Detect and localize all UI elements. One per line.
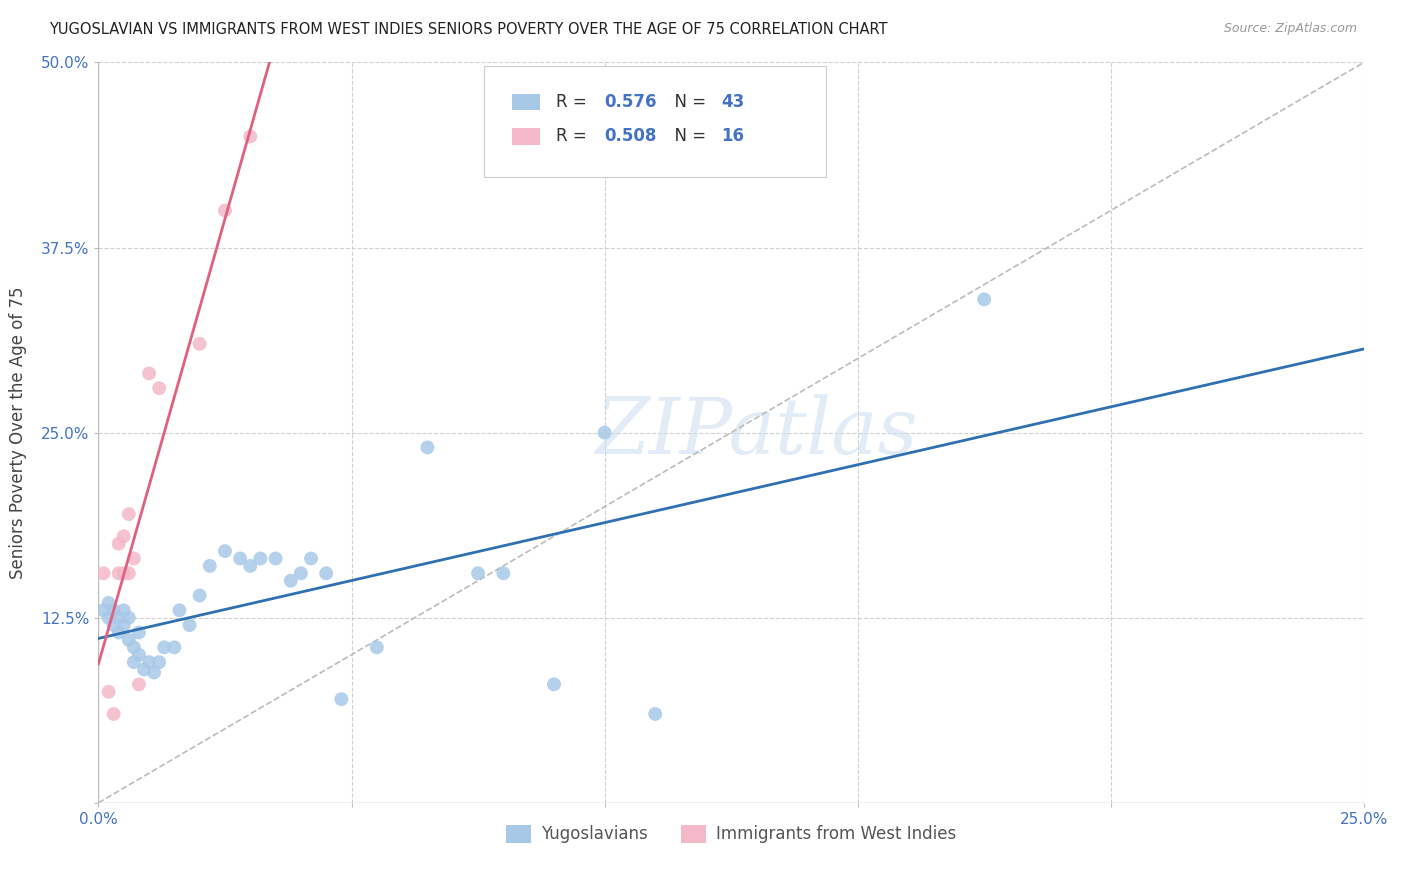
Point xyxy=(118,507,141,521)
Point xyxy=(112,566,135,581)
Point xyxy=(132,663,155,677)
Text: R =: R = xyxy=(557,93,592,111)
Point xyxy=(299,551,322,566)
FancyBboxPatch shape xyxy=(484,66,825,178)
Bar xyxy=(512,128,540,145)
Text: N =: N = xyxy=(664,128,711,145)
Point xyxy=(128,625,150,640)
Text: N =: N = xyxy=(664,93,711,111)
Point xyxy=(330,692,353,706)
Text: 43: 43 xyxy=(721,93,744,111)
Point xyxy=(973,293,995,307)
Point xyxy=(153,640,176,655)
Point xyxy=(280,574,302,588)
Point xyxy=(118,632,141,647)
Point xyxy=(107,566,129,581)
Point xyxy=(593,425,616,440)
Point xyxy=(138,655,160,669)
Point xyxy=(492,566,515,581)
Point xyxy=(467,566,489,581)
Point xyxy=(315,566,337,581)
Point xyxy=(97,596,120,610)
Point xyxy=(163,640,186,655)
Point xyxy=(188,589,211,603)
Point xyxy=(644,706,666,721)
Point xyxy=(214,203,236,218)
Point xyxy=(148,655,170,669)
Point xyxy=(290,566,312,581)
Point xyxy=(188,336,211,351)
Point xyxy=(93,566,115,581)
Point xyxy=(97,685,120,699)
Point xyxy=(198,558,221,573)
Y-axis label: Seniors Poverty Over the Age of 75: Seniors Poverty Over the Age of 75 xyxy=(8,286,27,579)
Text: 0.508: 0.508 xyxy=(605,128,657,145)
Point xyxy=(543,677,565,691)
Point xyxy=(97,610,120,624)
Point xyxy=(143,665,166,680)
Point xyxy=(112,618,135,632)
Point xyxy=(103,706,125,721)
Point xyxy=(179,618,201,632)
Point xyxy=(416,441,439,455)
Point xyxy=(239,558,262,573)
Point xyxy=(103,618,125,632)
Point xyxy=(118,610,141,624)
Point xyxy=(112,603,135,617)
Text: 16: 16 xyxy=(721,128,744,145)
Point xyxy=(122,640,145,655)
Text: Source: ZipAtlas.com: Source: ZipAtlas.com xyxy=(1223,22,1357,36)
Point xyxy=(264,551,287,566)
Point xyxy=(107,625,129,640)
Point xyxy=(122,551,145,566)
Point xyxy=(239,129,262,144)
Point xyxy=(138,367,160,381)
Point xyxy=(169,603,191,617)
Text: 0.576: 0.576 xyxy=(605,93,657,111)
Legend: Yugoslavians, Immigrants from West Indies: Yugoslavians, Immigrants from West Indie… xyxy=(499,818,963,850)
Point xyxy=(249,551,271,566)
Text: ZIPatlas: ZIPatlas xyxy=(595,394,918,471)
Point xyxy=(128,677,150,691)
Point xyxy=(214,544,236,558)
Text: YUGOSLAVIAN VS IMMIGRANTS FROM WEST INDIES SENIORS POVERTY OVER THE AGE OF 75 CO: YUGOSLAVIAN VS IMMIGRANTS FROM WEST INDI… xyxy=(49,22,887,37)
Bar xyxy=(512,94,540,110)
Point xyxy=(122,655,145,669)
Point xyxy=(103,603,125,617)
Text: R =: R = xyxy=(557,128,592,145)
Point xyxy=(107,610,129,624)
Point xyxy=(112,529,135,543)
Point xyxy=(366,640,388,655)
Point xyxy=(118,566,141,581)
Point xyxy=(229,551,252,566)
Point xyxy=(107,536,129,550)
Point xyxy=(128,648,150,662)
Point xyxy=(148,381,170,395)
Point xyxy=(93,603,115,617)
